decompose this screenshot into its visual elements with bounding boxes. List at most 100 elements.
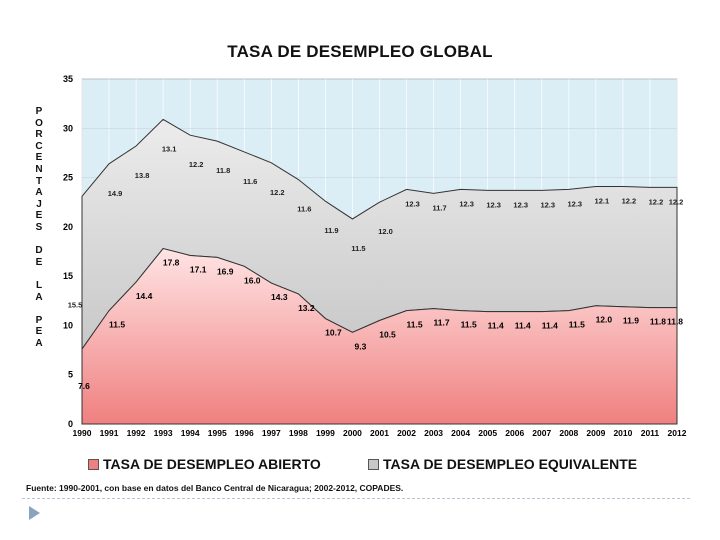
data-label-open: 11.4 xyxy=(515,321,531,331)
data-label-equivalent: 12.3 xyxy=(513,200,528,209)
y-axis-label-letter: S xyxy=(35,221,43,233)
data-label-equivalent: 12.2 xyxy=(622,196,637,205)
source-note: Fuente: 1990-2001, con base en datos del… xyxy=(26,483,404,493)
y-axis-label-letter: D xyxy=(35,245,43,257)
y-axis-label-letter: P xyxy=(35,314,43,326)
y-tick-label: 15 xyxy=(63,271,73,281)
y-tick-label: 25 xyxy=(63,173,73,183)
data-label-open: 11.5 xyxy=(407,320,423,330)
data-label-open: 11.9 xyxy=(623,316,639,326)
data-label-open: 11.8 xyxy=(667,317,683,327)
area-open-rate xyxy=(81,247,678,425)
y-axis-label-letter: A xyxy=(35,291,43,303)
data-label-open: 16.0 xyxy=(244,275,261,285)
x-tick-label: 2005 xyxy=(478,428,497,438)
y-tick-label: 5 xyxy=(68,370,73,380)
data-label-equivalent: 12.1 xyxy=(595,196,610,205)
y-tick-label: 10 xyxy=(63,320,73,330)
legend-label-open: TASA DE DESEMPLEO ABIERTO xyxy=(103,456,321,472)
data-label-open: 10.7 xyxy=(325,328,342,338)
data-label-open: 13.2 xyxy=(298,303,315,313)
data-label-open: 17.8 xyxy=(163,258,180,268)
x-tick-label: 1999 xyxy=(316,428,335,438)
x-tick-label: 1997 xyxy=(262,428,281,438)
x-tick-label: 1990 xyxy=(73,428,92,438)
x-tick-label: 1993 xyxy=(154,428,173,438)
data-label-open: 11.4 xyxy=(488,321,504,331)
y-axis-label-letter: E xyxy=(35,326,43,338)
data-label-equivalent: 14.9 xyxy=(108,189,123,198)
data-label-equivalent: 12.3 xyxy=(405,199,420,208)
x-tick-label: 1994 xyxy=(181,428,200,438)
legend-swatch-equivalent xyxy=(368,458,379,470)
legend-label-equivalent: TASA DE DESEMPLEO EQUIVALENTE xyxy=(383,456,638,472)
y-axis-label-letter: A xyxy=(35,187,43,199)
chart-title: TASA DE DESEMPLEO GLOBAL xyxy=(227,42,493,61)
data-label-open: 11.5 xyxy=(569,320,585,330)
data-label-equivalent: 11.8 xyxy=(216,166,230,175)
x-tick-label: 2000 xyxy=(343,428,362,438)
data-label-open: 17.1 xyxy=(190,264,207,274)
slide-bullet-icon xyxy=(29,506,40,520)
x-tick-label: 1996 xyxy=(235,428,254,438)
x-tick-label: 1991 xyxy=(100,428,119,438)
y-tick-label: 30 xyxy=(63,123,73,133)
data-label-equivalent: 11.6 xyxy=(243,177,257,186)
data-label-equivalent: 12.2 xyxy=(669,197,684,206)
data-label-open: 11.5 xyxy=(109,320,125,330)
y-axis-label-letter: E xyxy=(35,210,43,222)
x-tick-label: 2004 xyxy=(451,428,470,438)
data-label-open: 7.6 xyxy=(78,381,90,391)
y-axis-label-letter: E xyxy=(35,152,43,164)
data-label-open: 11.4 xyxy=(542,321,558,331)
y-axis-label-letter: O xyxy=(35,117,43,129)
y-axis-label-letter: P xyxy=(35,106,43,117)
y-tick-label: 0 xyxy=(68,419,73,429)
y-axis-label-letter: N xyxy=(35,163,43,175)
x-tick-label: 2009 xyxy=(586,428,605,438)
footer-divider xyxy=(22,498,690,499)
data-label-open: 16.9 xyxy=(217,266,234,276)
data-label-equivalent: 11.7 xyxy=(432,203,446,212)
y-axis-label-letter: T xyxy=(35,175,43,187)
y-tick-label: 20 xyxy=(63,222,73,232)
legend-item-equivalent: TASA DE DESEMPLEO EQUIVALENTE xyxy=(368,456,637,472)
data-label-open: 14.4 xyxy=(136,291,153,301)
x-tick-label: 2002 xyxy=(397,428,416,438)
y-axis-label-letter: R xyxy=(35,129,43,141)
y-axis-label-letter: A xyxy=(35,337,43,349)
data-label-equivalent: 12.3 xyxy=(568,199,583,208)
x-tick-label: 1992 xyxy=(127,428,146,438)
data-label-equivalent: 11.5 xyxy=(351,244,365,253)
data-label-open: 11.8 xyxy=(650,317,666,327)
data-label-equivalent: 11.6 xyxy=(297,205,311,214)
data-label-open: 11.5 xyxy=(461,320,477,330)
legend-item-open: TASA DE DESEMPLEO ABIERTO xyxy=(88,456,321,472)
x-tick-label: 2003 xyxy=(424,428,443,438)
data-label-equivalent: 13.1 xyxy=(162,144,177,153)
y-axis-label-letter: C xyxy=(35,140,43,152)
data-label-equivalent: 12.3 xyxy=(486,200,501,209)
x-tick-label: 2012 xyxy=(668,428,687,438)
x-tick-label: 1998 xyxy=(289,428,308,438)
data-label-equivalent: 15.5 xyxy=(68,301,83,310)
legend-swatch-open xyxy=(88,458,99,470)
x-tick-label: 2011 xyxy=(641,428,660,438)
data-label-open: 11.7 xyxy=(434,318,450,328)
data-label-open: 14.3 xyxy=(271,292,288,302)
x-tick-label: 2006 xyxy=(505,428,524,438)
y-axis-label-letter: E xyxy=(35,256,43,268)
data-label-open: 12.0 xyxy=(596,315,613,325)
data-label-equivalent: 12.2 xyxy=(189,160,204,169)
data-label-equivalent: 12.2 xyxy=(649,197,664,206)
x-tick-label: 2001 xyxy=(370,428,389,438)
y-axis-label-letter: J xyxy=(36,198,42,210)
data-label-equivalent: 12.0 xyxy=(378,227,393,236)
x-tick-label: 2007 xyxy=(532,428,551,438)
data-label-open: 10.5 xyxy=(379,330,396,340)
data-label-equivalent: 13.8 xyxy=(135,171,150,180)
y-axis-label-letter: L xyxy=(35,279,43,291)
x-tick-label: 1995 xyxy=(208,428,227,438)
